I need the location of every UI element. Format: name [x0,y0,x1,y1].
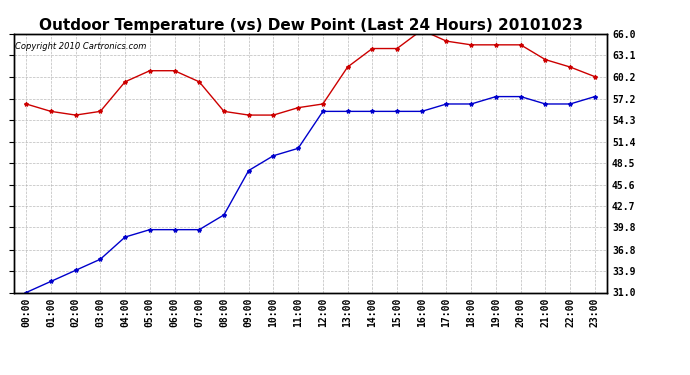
Text: Copyright 2010 Cartronics.com: Copyright 2010 Cartronics.com [15,42,146,51]
Title: Outdoor Temperature (vs) Dew Point (Last 24 Hours) 20101023: Outdoor Temperature (vs) Dew Point (Last… [39,18,582,33]
